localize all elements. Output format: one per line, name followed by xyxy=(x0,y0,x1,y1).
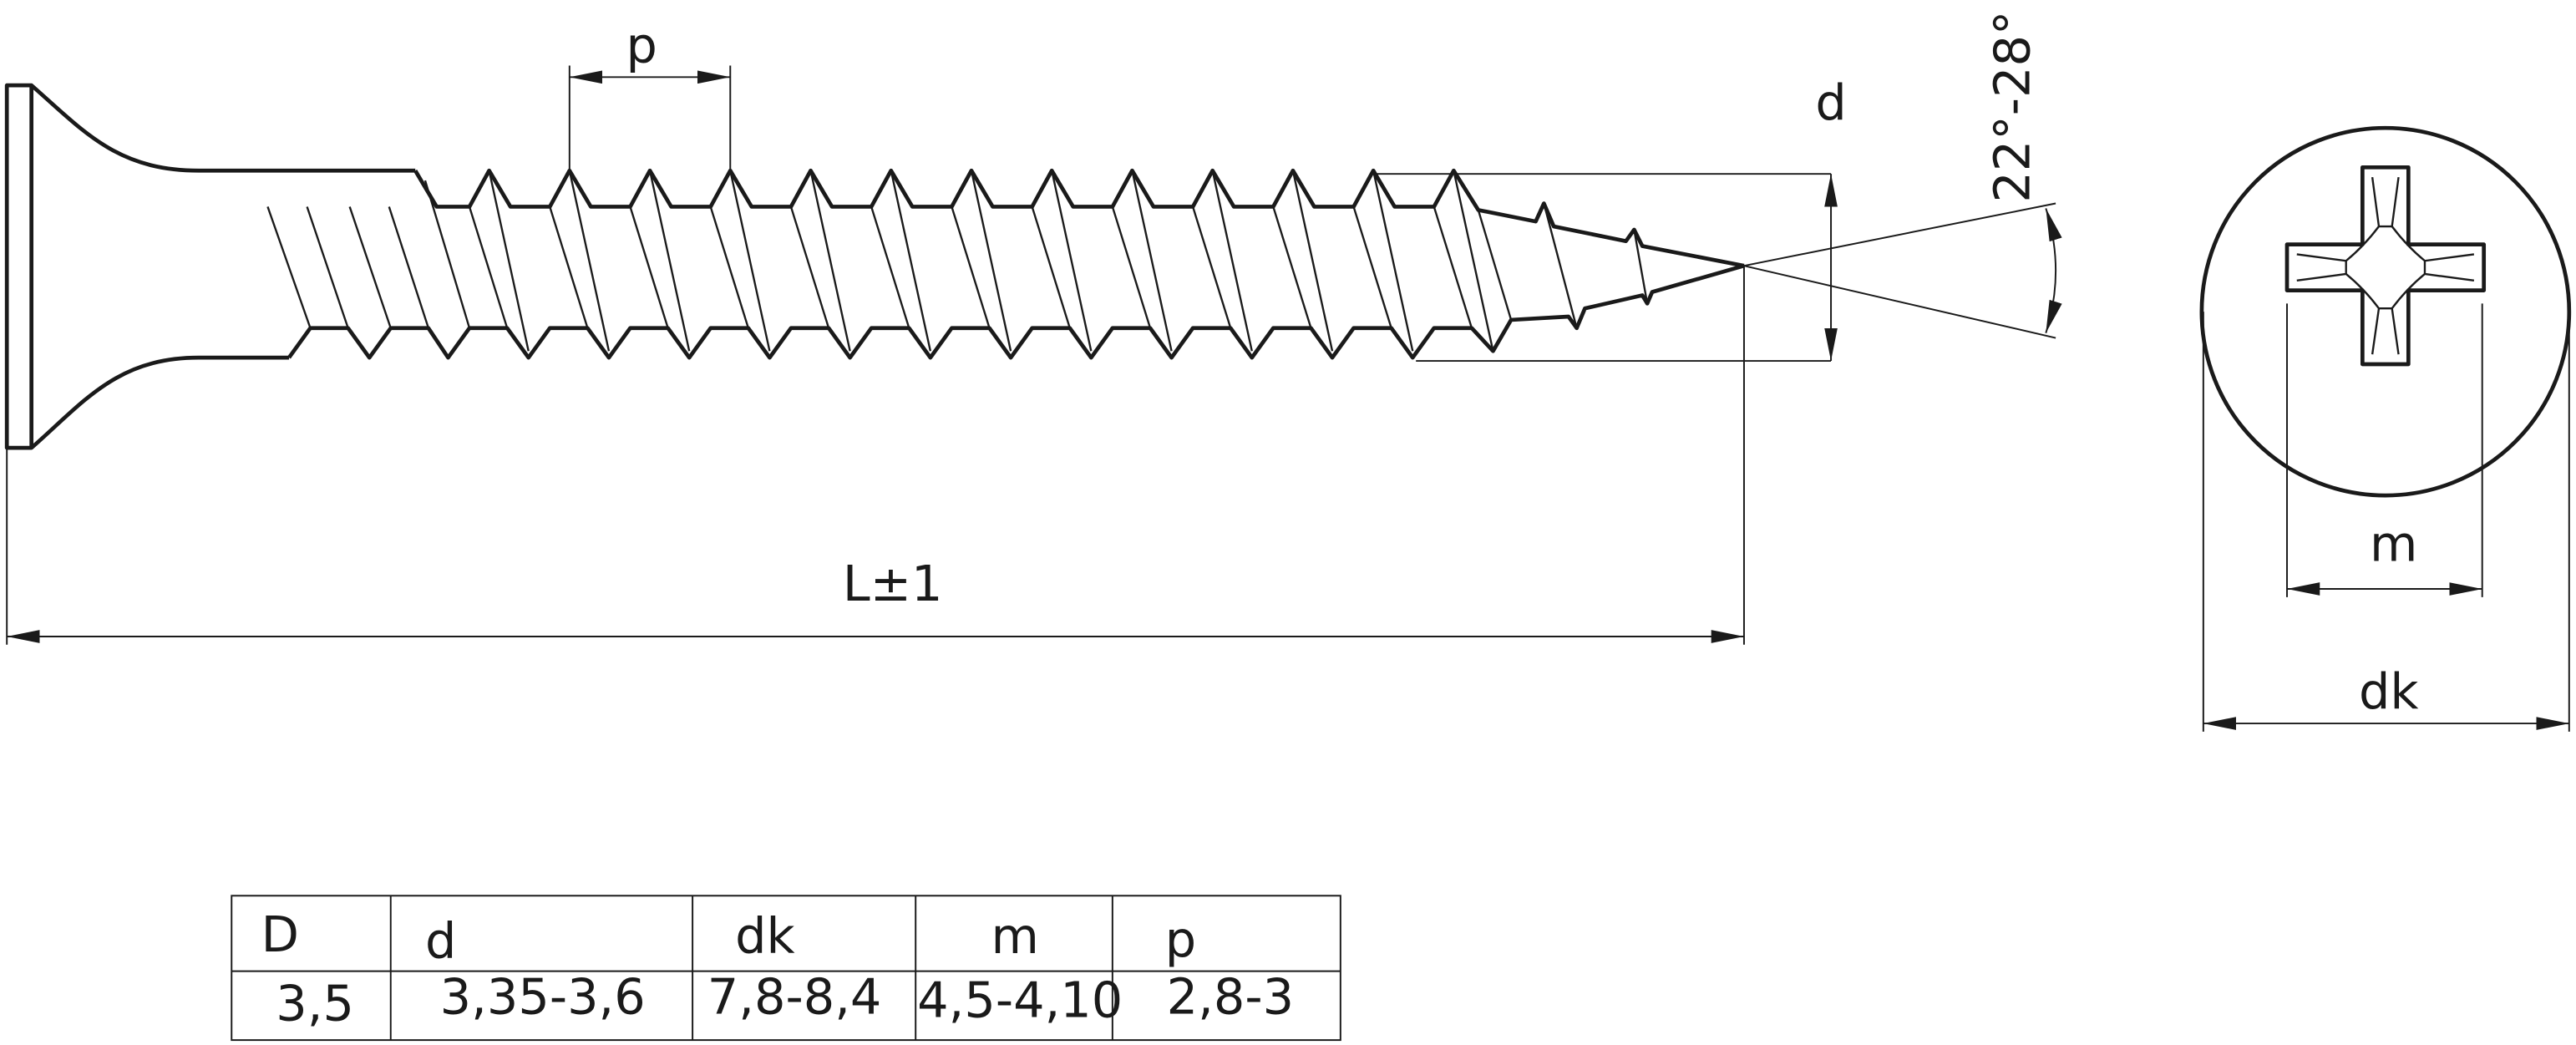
head-label: dk xyxy=(2359,662,2419,720)
table-text: D d dk m p 3,5 3,35-3,6 7,8-8,4 4,5-4,10… xyxy=(261,905,1294,1032)
table xyxy=(231,895,1341,1042)
table-cell: 3,35-3,6 xyxy=(440,968,646,1026)
angle-label: 22°-28° xyxy=(1984,11,2041,203)
table-cell: 4,5-4,10 xyxy=(917,971,1123,1029)
table-header: m xyxy=(991,907,1039,965)
head-view xyxy=(2199,125,2572,498)
table-cell: 2,8-3 xyxy=(1167,968,1294,1026)
table-header: D xyxy=(261,905,299,963)
table-cell: 7,8-8,4 xyxy=(707,968,882,1026)
table-header: d xyxy=(425,912,456,970)
recess-label: m xyxy=(2370,515,2417,573)
table-cell: 3,5 xyxy=(276,975,354,1032)
table-header: dk xyxy=(735,907,795,965)
table-header: p xyxy=(1165,911,1196,968)
pitch-label: p xyxy=(626,17,657,74)
diameter-label: d xyxy=(1815,74,1846,131)
length-label: L±1 xyxy=(843,555,943,612)
dimensions xyxy=(6,65,2570,732)
screw xyxy=(4,83,1745,450)
